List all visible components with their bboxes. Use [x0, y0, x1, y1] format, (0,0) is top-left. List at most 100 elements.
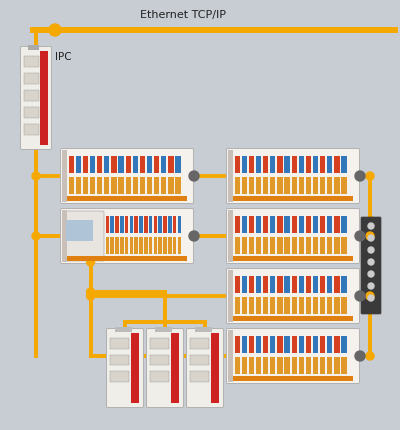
Bar [195, 327, 212, 332]
Bar [284, 276, 290, 293]
FancyBboxPatch shape [361, 217, 381, 314]
Bar [299, 276, 304, 293]
Bar [341, 297, 347, 313]
Bar [277, 237, 282, 254]
Bar [163, 216, 167, 233]
Bar [228, 210, 233, 262]
Bar [327, 237, 332, 254]
Bar [62, 150, 67, 202]
Circle shape [189, 171, 199, 181]
Bar [40, 51, 48, 145]
Bar [334, 156, 340, 173]
Bar [154, 216, 157, 233]
Bar [134, 216, 138, 233]
Bar [233, 196, 353, 201]
Circle shape [355, 231, 365, 241]
Bar [299, 216, 304, 233]
Bar [126, 177, 131, 194]
Bar [242, 357, 247, 374]
Bar [24, 124, 40, 135]
Bar [270, 237, 276, 254]
FancyBboxPatch shape [226, 209, 360, 264]
Bar [111, 156, 116, 173]
Bar [256, 177, 261, 194]
Bar [24, 90, 40, 101]
Bar [106, 237, 109, 254]
Circle shape [355, 171, 365, 181]
Bar [306, 156, 311, 173]
Bar [341, 177, 347, 194]
Bar [234, 276, 240, 293]
Bar [320, 276, 325, 293]
Bar [144, 216, 148, 233]
Bar [173, 237, 176, 254]
Bar [125, 216, 128, 233]
Bar [320, 237, 325, 254]
Bar [168, 156, 174, 173]
Bar [256, 156, 261, 173]
Bar [320, 297, 325, 313]
Bar [178, 237, 181, 254]
Bar [277, 357, 282, 374]
Bar [277, 336, 282, 353]
Bar [249, 336, 254, 353]
Bar [256, 357, 261, 374]
Circle shape [189, 231, 199, 241]
Bar [234, 156, 240, 173]
FancyBboxPatch shape [63, 211, 104, 261]
Bar [97, 177, 102, 194]
Bar [67, 256, 187, 261]
Bar [130, 216, 133, 233]
Bar [83, 156, 88, 173]
Bar [277, 297, 282, 313]
FancyBboxPatch shape [226, 268, 360, 323]
Bar [299, 156, 304, 173]
FancyBboxPatch shape [226, 148, 360, 203]
Bar [133, 156, 138, 173]
Bar [90, 177, 95, 194]
Bar [299, 357, 304, 374]
Bar [327, 357, 332, 374]
Bar [158, 216, 162, 233]
Bar [242, 156, 247, 173]
Bar [242, 336, 247, 353]
Bar [234, 297, 240, 313]
Bar [155, 327, 172, 332]
FancyBboxPatch shape [106, 329, 144, 408]
Bar [130, 237, 133, 254]
Bar [306, 177, 311, 194]
Text: IPC: IPC [55, 52, 72, 62]
Bar [313, 156, 318, 173]
Bar [292, 357, 297, 374]
Bar [256, 237, 261, 254]
Bar [334, 237, 340, 254]
Bar [175, 177, 181, 194]
Bar [211, 333, 219, 403]
Bar [341, 357, 347, 374]
Bar [131, 333, 139, 403]
Bar [263, 237, 268, 254]
Circle shape [366, 172, 374, 180]
Bar [104, 177, 110, 194]
Bar [284, 156, 290, 173]
Bar [306, 216, 311, 233]
Bar [66, 221, 93, 241]
FancyBboxPatch shape [226, 329, 360, 384]
FancyBboxPatch shape [60, 148, 194, 203]
Bar [320, 357, 325, 374]
Bar [327, 156, 332, 173]
Bar [313, 216, 318, 233]
Bar [150, 338, 169, 349]
Bar [313, 177, 318, 194]
Bar [67, 196, 187, 201]
Bar [76, 156, 81, 173]
Circle shape [355, 351, 365, 361]
Bar [242, 177, 247, 194]
FancyBboxPatch shape [146, 329, 184, 408]
Circle shape [366, 352, 374, 360]
Bar [249, 276, 254, 293]
Bar [292, 237, 297, 254]
Bar [190, 372, 209, 382]
Bar [139, 237, 143, 254]
Bar [313, 276, 318, 293]
